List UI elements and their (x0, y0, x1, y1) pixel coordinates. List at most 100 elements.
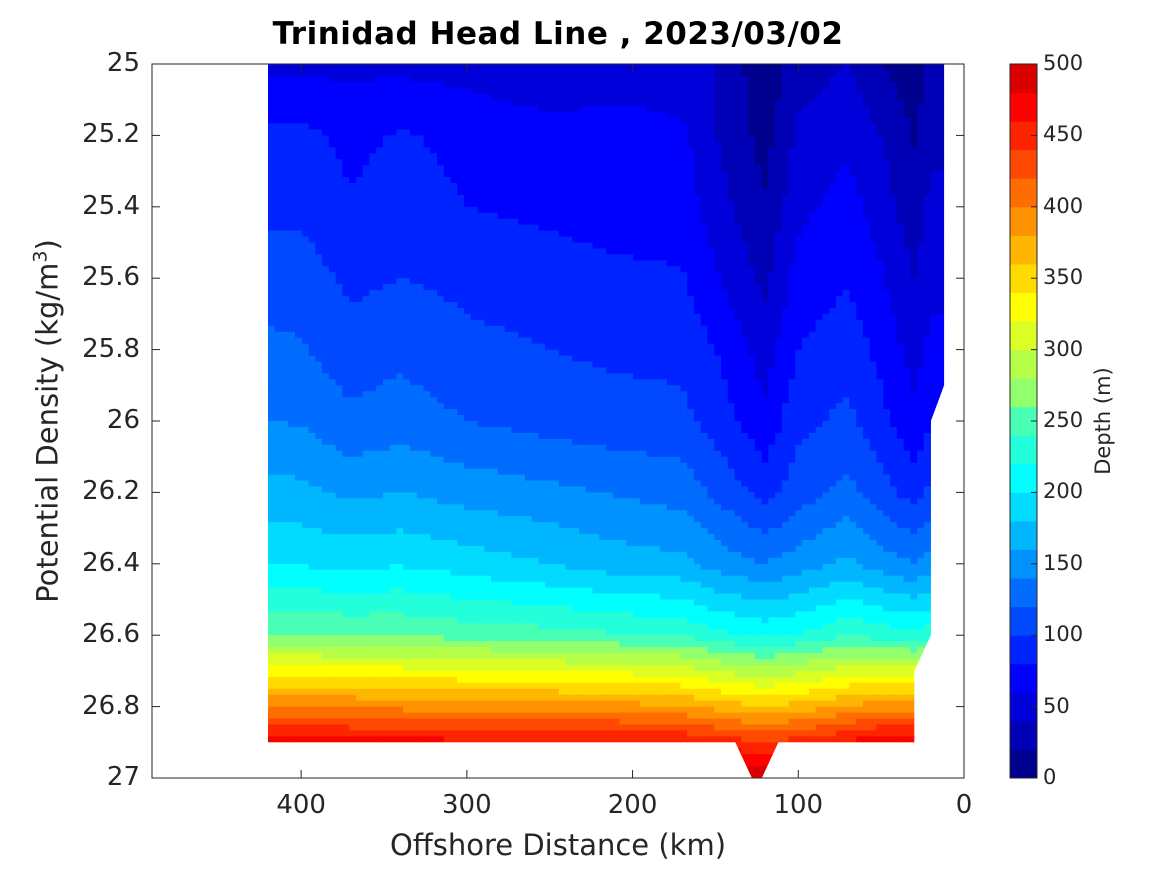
contour-cell (464, 331, 472, 339)
contour-cell (288, 450, 296, 458)
contour-cell (524, 319, 533, 327)
contour-cell (382, 254, 391, 261)
contour-cell (274, 706, 283, 714)
contour-cell (308, 557, 316, 565)
contour-cell (288, 290, 296, 297)
contour-cell (288, 676, 296, 684)
contour-cell (484, 664, 492, 672)
contour-cell (362, 611, 371, 618)
contour-cell (355, 177, 364, 184)
contour-cell (491, 432, 499, 440)
contour-cell (416, 438, 425, 446)
contour-cell (484, 474, 492, 482)
contour-cell (295, 581, 303, 589)
contour-cell (511, 337, 519, 345)
contour-cell (416, 111, 425, 119)
contour-cell (281, 742, 289, 749)
contour-cell (409, 569, 418, 577)
contour-cell (538, 504, 546, 511)
contour-cell (295, 307, 303, 315)
contour-cell (349, 492, 357, 499)
contour-cell (450, 718, 458, 726)
contour-cell (518, 111, 526, 119)
contour-cell (349, 397, 357, 404)
contour-cell (464, 111, 472, 119)
contour-cell (403, 676, 411, 684)
contour-cell (301, 468, 310, 476)
contour-cell (497, 129, 506, 136)
contour-cell (497, 730, 506, 737)
contour-cell (369, 188, 377, 196)
contour-cell (322, 706, 330, 714)
contour-cell (477, 218, 485, 226)
contour-cell (335, 426, 343, 434)
contour-cell (464, 480, 472, 488)
contour-cell (531, 474, 540, 482)
contour-cell (531, 296, 540, 303)
contour-cell (342, 349, 350, 357)
contour-cell (328, 69, 337, 77)
contour-cell (524, 516, 533, 523)
contour-cell (389, 456, 398, 464)
contour-cell (376, 736, 384, 743)
contour-cell (518, 540, 526, 547)
contour-cell (538, 141, 546, 148)
contour-cell (430, 361, 438, 369)
contour-cell (281, 236, 289, 244)
contour-cell (382, 278, 391, 285)
contour-cell (457, 81, 465, 89)
contour-cell (362, 516, 371, 523)
contour-cell (322, 421, 330, 428)
contour-cell (470, 93, 479, 101)
contour-cell (328, 403, 337, 410)
contour-cell (349, 236, 357, 244)
contour-cell (409, 444, 418, 452)
contour-cell (464, 474, 472, 482)
contour-cell (295, 236, 303, 244)
contour-cell (538, 290, 546, 297)
contour-cell (362, 617, 371, 624)
contour-cell (450, 355, 458, 363)
contour-cell (437, 236, 445, 244)
contour-cell (423, 504, 431, 511)
contour-cell (328, 397, 337, 404)
contour-cell (416, 361, 425, 369)
contour-cell (389, 302, 398, 309)
contour-cell (430, 290, 438, 297)
contour-cell (457, 242, 465, 250)
contour-cell (497, 659, 506, 666)
contour-cell (518, 69, 526, 77)
contour-cell (511, 682, 519, 690)
contour-cell (281, 254, 289, 261)
contour-cell (443, 611, 452, 618)
contour-cell (511, 421, 519, 428)
contour-cell (328, 528, 337, 535)
contour-cell (396, 391, 404, 398)
contour-cell (511, 177, 519, 184)
contour-cell (369, 730, 377, 737)
contour-cell (545, 379, 553, 386)
contour-cell (430, 581, 438, 589)
contour-cell (403, 742, 411, 749)
contour-cell (362, 664, 371, 672)
contour-cell (497, 563, 506, 571)
contour-cell (484, 272, 492, 279)
contour-cell (484, 296, 492, 303)
contour-cell (464, 676, 472, 684)
contour-cell (355, 587, 364, 595)
contour-cell (545, 266, 553, 273)
contour-cell (349, 230, 357, 238)
contour-cell (524, 664, 533, 672)
contour-cell (416, 432, 425, 440)
contour-cell (423, 147, 431, 154)
contour-cell (274, 415, 283, 422)
contour-cell (382, 307, 391, 315)
contour-cell (423, 748, 431, 755)
contour-cell (362, 540, 371, 547)
contour-cell (328, 516, 337, 523)
contour-cell (524, 230, 533, 238)
contour-cell (369, 688, 377, 696)
contour-cell (369, 135, 377, 142)
contour-cell (430, 682, 438, 690)
contour-cell (382, 754, 391, 761)
